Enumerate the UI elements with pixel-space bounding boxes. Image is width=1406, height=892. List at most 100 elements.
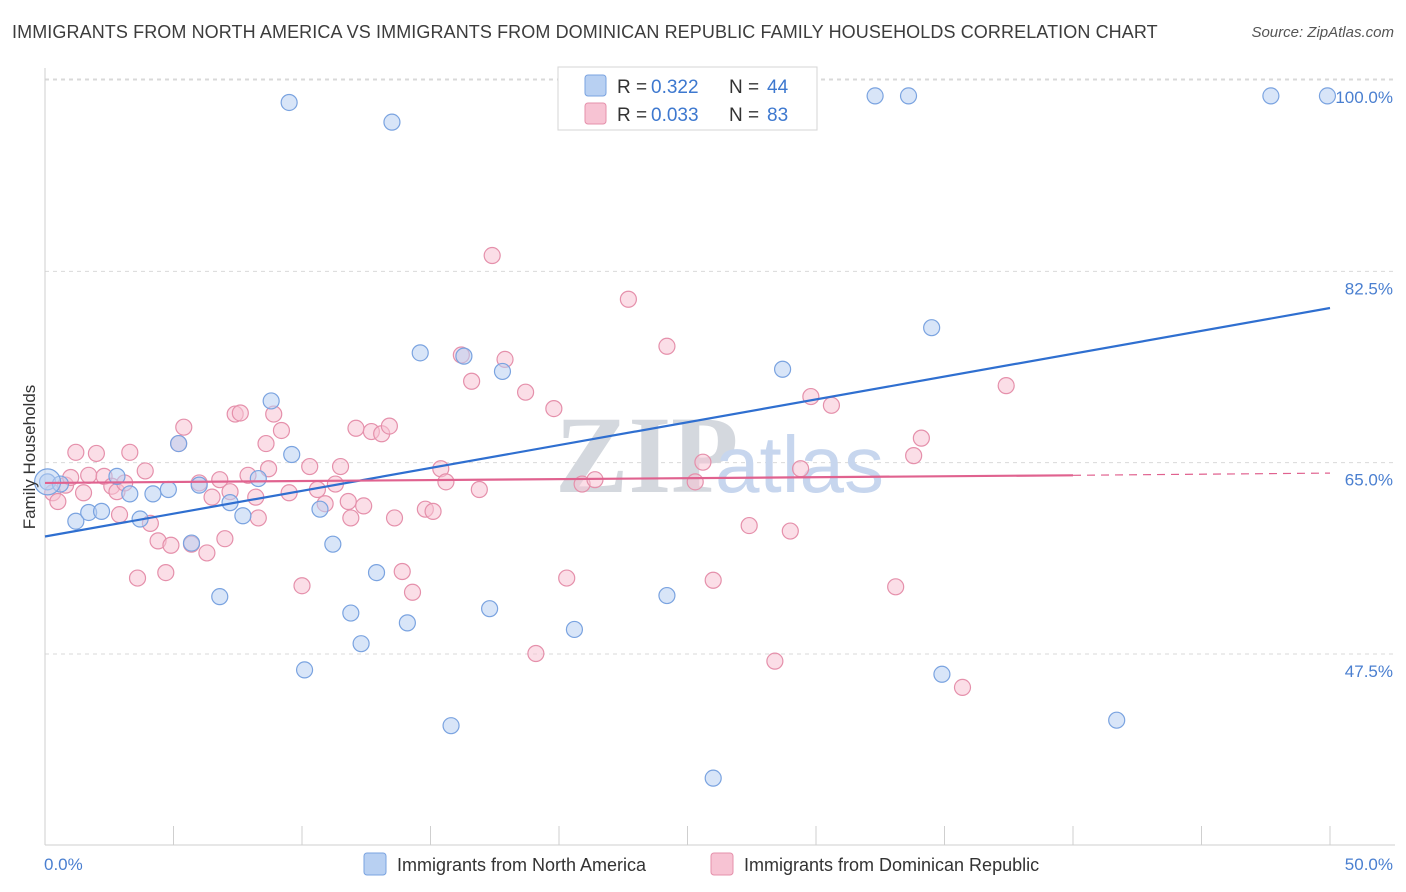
point-dominican-republic: [997, 377, 1015, 395]
point-north-america: [899, 87, 918, 105]
point-dominican-republic: [686, 473, 704, 491]
point-north-america: [295, 661, 314, 679]
point-dominican-republic: [385, 509, 404, 527]
legend-n-label-2: N =: [729, 105, 759, 126]
point-dominican-republic: [162, 536, 180, 554]
trend-line-north-america: [44, 306, 1331, 538]
point-north-america: [144, 485, 162, 503]
y-axis-label: Family Households: [20, 385, 39, 530]
watermark: ZIP atlas: [555, 394, 884, 516]
point-dominican-republic: [293, 577, 311, 595]
point-north-america: [866, 87, 884, 105]
point-north-america: [493, 362, 512, 381]
point-dominican-republic: [704, 571, 722, 589]
point-north-america: [352, 635, 370, 653]
point-dominican-republic: [342, 509, 360, 527]
point-north-america: [324, 535, 342, 553]
point-dominican-republic: [347, 419, 365, 437]
point-dominican-republic: [470, 480, 488, 499]
legend-n-label-1: N =: [729, 77, 759, 98]
point-dominican-republic: [463, 372, 481, 390]
point-north-america: [170, 434, 188, 453]
point-north-america: [234, 507, 252, 525]
point-north-america: [1262, 87, 1280, 105]
point-north-america: [159, 480, 177, 499]
point-dominican-republic: [87, 444, 106, 463]
point-north-america: [565, 620, 584, 639]
x-tick-label: 50.0%: [1345, 855, 1393, 874]
point-dominican-republic: [545, 400, 563, 418]
point-dominican-republic: [301, 457, 319, 476]
grid-layer: [45, 78, 1395, 655]
point-north-america: [67, 512, 85, 530]
watermark-zip: ZIP: [555, 394, 738, 516]
bottom-legend-swatch-blue: [363, 852, 387, 876]
point-dominican-republic: [157, 563, 175, 582]
bottom-legend-label-blue: Immigrants from North America: [397, 855, 647, 875]
point-north-america: [108, 467, 126, 485]
point-dominican-republic: [231, 404, 249, 422]
point-north-america: [923, 319, 941, 337]
x-tick-label: 0.0%: [44, 855, 83, 874]
point-north-america: [92, 502, 111, 520]
point-dominican-republic: [128, 569, 147, 587]
point-north-america: [283, 445, 301, 464]
point-north-america: [249, 469, 267, 488]
point-dominican-republic: [80, 466, 98, 484]
point-dominican-republic: [216, 530, 234, 548]
point-north-america: [262, 392, 280, 410]
point-dominican-republic: [781, 522, 799, 540]
point-north-america: [933, 665, 951, 683]
legend-r-value-2: 0.033: [651, 105, 699, 126]
point-dominican-republic: [355, 497, 373, 515]
point-dominican-republic: [527, 644, 545, 663]
point-dominican-republic: [766, 652, 784, 670]
point-north-america: [704, 769, 722, 787]
point-north-america: [398, 614, 416, 632]
point-dominican-republic: [393, 562, 411, 581]
y-tick-label: 100.0%: [1335, 88, 1393, 107]
bottom-legend-label-pink: Immigrants from Dominican Republic: [744, 855, 1039, 875]
point-north-america: [773, 360, 792, 378]
point-dominican-republic: [516, 383, 535, 401]
point-north-america: [121, 485, 139, 503]
point-dominican-republic: [694, 453, 712, 471]
point-dominican-republic: [483, 246, 501, 265]
point-north-america: [190, 476, 208, 494]
point-dominican-republic: [887, 578, 905, 596]
top-legend: R = 0.322 N = 44 R = 0.033 N = 83: [557, 66, 818, 131]
point-north-america: [211, 588, 229, 606]
legend-r-label-1: R =: [617, 77, 647, 98]
bottom-legend: Immigrants from North America Immigrants…: [363, 852, 1039, 876]
point-dominican-republic: [558, 569, 576, 587]
point-dominican-republic: [272, 421, 291, 440]
point-north-america: [442, 717, 460, 735]
point-north-america: [1318, 87, 1337, 105]
point-dominican-republic: [905, 447, 923, 465]
point-dominican-republic: [437, 473, 455, 491]
point-dominican-republic: [175, 418, 193, 436]
bottom-legend-swatch-pink: [710, 852, 734, 876]
point-dominican-republic: [424, 502, 442, 520]
legend-r-label-2: R =: [617, 105, 647, 126]
y-tick-label: 47.5%: [1345, 662, 1393, 681]
point-north-america: [455, 347, 473, 365]
y-tick-label: 65.0%: [1345, 471, 1393, 490]
point-north-america: [367, 563, 386, 582]
legend-n-value-2: 83: [767, 105, 788, 126]
point-dominican-republic: [67, 443, 85, 461]
point-north-america: [280, 93, 298, 112]
points-layer: [33, 87, 1337, 787]
point-dominican-republic: [249, 509, 267, 527]
point-dominican-republic: [740, 516, 758, 535]
chart-title: IMMIGRANTS FROM NORTH AMERICA VS IMMIGRA…: [12, 22, 1158, 42]
legend-swatch-blue: [584, 74, 607, 97]
point-north-america: [182, 534, 201, 552]
axes-layer: 47.5% 65.0% 82.5% 100.0% 0.0% 50.0%: [44, 68, 1395, 874]
point-dominican-republic: [110, 506, 129, 524]
point-dominican-republic: [380, 417, 398, 435]
point-dominican-republic: [198, 544, 216, 562]
point-north-america: [658, 586, 676, 605]
point-dominican-republic: [822, 396, 841, 414]
